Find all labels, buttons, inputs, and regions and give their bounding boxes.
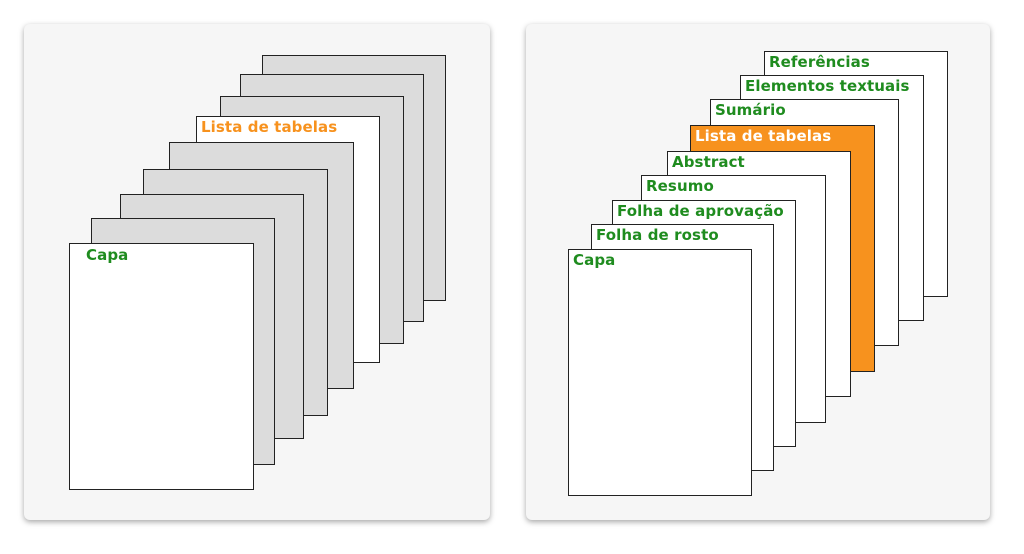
- left-label-capa: Capa: [86, 246, 129, 264]
- right-label-abstract: Abstract: [672, 153, 745, 171]
- right-page-capa: Capa: [568, 249, 752, 496]
- right-label-resumo: Resumo: [646, 177, 714, 195]
- right-diagram-panel: Referências Elementos textuais Sumário L…: [526, 24, 990, 520]
- right-label-elementos-textuais: Elementos textuais: [745, 77, 910, 95]
- right-label-lista-de-tabelas: Lista de tabelas: [695, 127, 832, 145]
- left-label-lista-de-tabelas: Lista de tabelas: [201, 118, 338, 136]
- left-page-capa: Capa: [69, 243, 254, 490]
- left-diagram-panel: Lista de tabelas Capa: [24, 24, 490, 520]
- right-label-folha-de-aprovacao: Folha de aprovação: [617, 202, 784, 220]
- right-label-referencias: Referências: [769, 53, 870, 71]
- right-label-capa: Capa: [573, 251, 616, 269]
- right-label-sumario: Sumário: [715, 101, 786, 119]
- right-label-folha-de-rosto: Folha de rosto: [596, 226, 719, 244]
